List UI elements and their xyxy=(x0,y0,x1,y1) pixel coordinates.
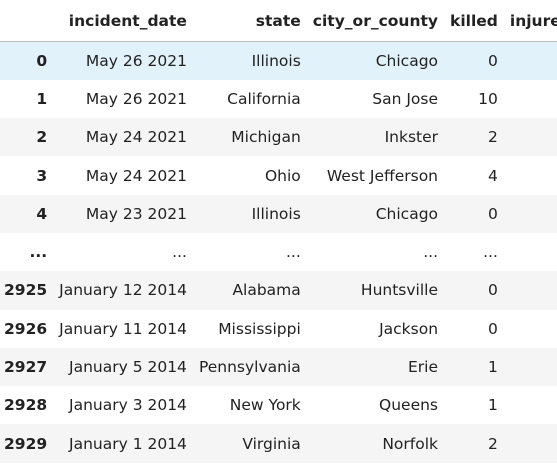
ellipsis-row: .................. xyxy=(0,232,557,272)
row-index: 2928 xyxy=(4,396,48,415)
cell-state: Ohio xyxy=(264,166,301,185)
cell-city-or-county: Inkster xyxy=(384,128,439,147)
killed-header: killed xyxy=(444,0,504,42)
cell-incident-date: January 3 2014 xyxy=(69,396,187,415)
cell-injured: 0 xyxy=(504,80,557,118)
cell-injured: 4 xyxy=(504,310,557,348)
cell-incident-date: May 24 2021 xyxy=(85,128,187,147)
cell-state: Illinois xyxy=(251,51,301,70)
cell-incident-date: January 5 2014 xyxy=(69,358,187,377)
cell-injured: 0 xyxy=(504,156,557,194)
cell-city-or-county: ... xyxy=(423,243,439,262)
cell-incident-date: May 23 2021 xyxy=(85,204,187,223)
row-index: 1 xyxy=(36,89,48,108)
cell-injured: ... xyxy=(504,233,557,271)
cell-state: Michigan xyxy=(231,128,301,147)
row-index: ... xyxy=(29,243,48,262)
cell-state: New York xyxy=(229,396,301,415)
cell-injured: 4 xyxy=(504,195,557,233)
cell-state: Illinois xyxy=(251,204,301,223)
cell-killed: 0 xyxy=(488,204,498,223)
cell-state: Pennsylvania xyxy=(198,358,301,377)
row-index: 2 xyxy=(36,128,48,147)
cell-killed: 1 xyxy=(488,396,498,415)
cell-injured: 3 xyxy=(504,348,557,386)
cell-city-or-county: West Jefferson xyxy=(326,166,439,185)
cell-city-or-county: San Jose xyxy=(372,89,439,108)
cell-city-or-county: Chicago xyxy=(375,204,439,223)
cell-injured: 4 xyxy=(504,42,557,80)
cell-killed: 10 xyxy=(478,89,498,108)
table-row: 2925 January 12 2014 Alabama Huntsville 05 xyxy=(0,271,557,310)
cell-state: Mississippi xyxy=(218,319,301,338)
cell-city-or-county: Erie xyxy=(408,358,439,377)
table-row: 2926 January 11 2014 Mississippi Jackson 04 xyxy=(0,309,557,348)
cell-incident-date: January 11 2014 xyxy=(59,319,187,338)
city-or-county-header: city_or_county xyxy=(306,0,445,42)
row-index: 2927 xyxy=(4,358,48,377)
cell-state: ... xyxy=(286,243,301,262)
row-index: 0 xyxy=(36,51,48,70)
cell-incident-date: May 26 2021 xyxy=(85,51,187,70)
cell-killed: 0 xyxy=(488,281,498,300)
row-index: 2929 xyxy=(4,434,48,453)
cell-incident-date: January 1 2014 xyxy=(69,434,187,453)
row-index: 2926 xyxy=(4,319,48,338)
table-row: 2927 January 5 2014 Pennsylvania Erie 13 xyxy=(0,347,557,387)
state-header: state xyxy=(192,0,307,42)
cell-injured: 5 xyxy=(504,271,557,309)
cell-city-or-county: Queens xyxy=(379,396,439,415)
header-row: incident_date state city_or_county kille… xyxy=(0,0,557,42)
cell-incident-date: May 26 2021 xyxy=(85,89,187,108)
cell-killed: 2 xyxy=(488,128,498,147)
cell-state: Virginia xyxy=(242,434,301,453)
row-index: 3 xyxy=(36,166,48,185)
incident-date-header: incident_date xyxy=(53,0,193,42)
cell-killed: 0 xyxy=(488,319,498,338)
table-row: 1 May 26 2021 California San Jose 10 0 xyxy=(0,79,557,119)
table-row: 2929 January 1 2014 Virginia Norfolk 22 xyxy=(0,424,557,463)
cell-incident-date: ... xyxy=(172,243,187,262)
cell-killed: 2 xyxy=(488,434,498,453)
cell-killed: 0 xyxy=(488,51,498,70)
cell-killed: 1 xyxy=(488,358,498,377)
cell-injured: 2 xyxy=(504,424,557,462)
row-index: 4 xyxy=(36,204,48,223)
cell-killed: ... xyxy=(483,243,498,262)
cell-incident-date: May 24 2021 xyxy=(85,166,187,185)
cell-city-or-county: Norfolk xyxy=(382,434,439,453)
cell-city-or-county: Huntsville xyxy=(360,281,439,300)
table-header: incident_date state city_or_county kille… xyxy=(0,0,557,42)
table-row: 3 May 24 2021 Ohio West Jefferson 40 xyxy=(0,156,557,195)
cell-city-or-county: Chicago xyxy=(375,51,439,70)
injured-header: injured xyxy=(503,0,557,42)
cell-state: Alabama xyxy=(232,281,301,300)
cell-incident-date: January 12 2014 xyxy=(59,281,187,300)
index-header xyxy=(0,0,54,42)
cell-injured: 2 xyxy=(504,118,557,156)
cell-city-or-county: Jackson xyxy=(379,319,439,338)
cell-injured: 3 xyxy=(504,386,557,424)
cell-state: California xyxy=(227,89,301,108)
row-index: 2925 xyxy=(4,281,48,300)
cell-killed: 4 xyxy=(488,166,498,185)
table-row: 2928 January 3 2014 New York Queens 13 xyxy=(0,386,557,425)
